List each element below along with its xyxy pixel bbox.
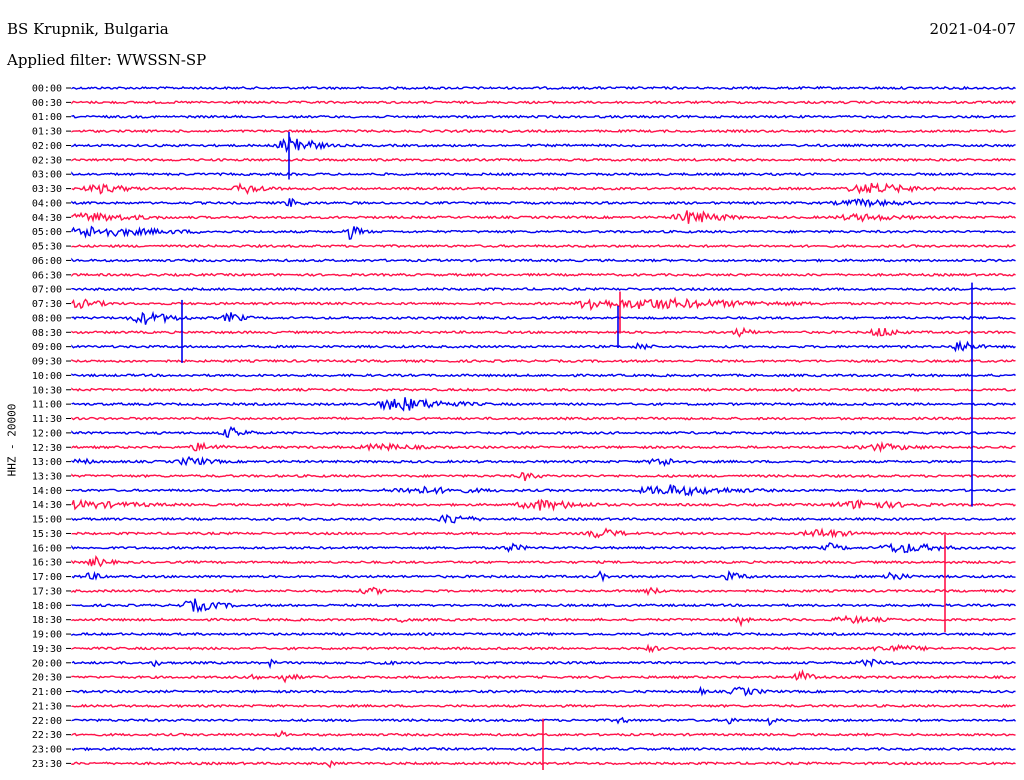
- trace-row-2130: [71, 703, 1016, 709]
- tick-label-row: 06:00: [32, 256, 62, 267]
- tick-label-row: 20:00: [32, 658, 62, 669]
- tick-label-row: 23:00: [32, 745, 62, 756]
- trace-row-1530: [71, 527, 1016, 539]
- trace-row-1030: [71, 387, 1017, 393]
- trace-row-0800: [71, 310, 1016, 325]
- trace-row-1930: [71, 643, 1016, 654]
- trace-row-0130: [71, 128, 1016, 134]
- trace-row-1830: [71, 614, 1016, 628]
- trace-row-0000: [71, 85, 1016, 91]
- tick-label-row: 15:00: [32, 515, 62, 526]
- tick-label-row: 09:30: [32, 357, 62, 368]
- tick-label-row: 23:30: [32, 759, 62, 770]
- trace-row-1230: [71, 440, 1016, 454]
- tick-label-row: 01:30: [32, 127, 62, 138]
- tick-label-row: 16:30: [32, 558, 62, 569]
- tick-label-row: 02:30: [32, 155, 62, 166]
- trace-row-0630: [71, 272, 1016, 278]
- tick-label-row: 04:30: [32, 213, 62, 224]
- tick-label-row: 05:00: [32, 227, 62, 238]
- trace-row-0200: [71, 136, 1016, 154]
- trace-row-1600: [71, 542, 1016, 554]
- tick-label-row: 07:00: [32, 285, 62, 296]
- tick-label-row: 12:30: [32, 443, 62, 454]
- trace-row-1500: [71, 513, 1016, 524]
- trace-row-0430: [71, 210, 1016, 224]
- trace-row-0900: [71, 339, 1016, 353]
- tick-label-row: 13:30: [32, 471, 62, 482]
- trace-row-0730: [71, 296, 1016, 312]
- tick-label-row: 00:00: [32, 84, 62, 95]
- tick-label-row: 08:30: [32, 328, 62, 339]
- tick-label-row: 03:00: [32, 170, 62, 181]
- trace-row-0700: [71, 286, 1016, 292]
- trace-row-0100: [71, 114, 1016, 119]
- filter-label: Applied filter: WWSSN-SP: [7, 51, 207, 69]
- tick-label-row: 11:30: [32, 414, 62, 425]
- trace-row-1330: [71, 471, 1016, 482]
- tick-label-row: 08:00: [32, 313, 62, 324]
- trace-row-0930: [71, 358, 1016, 364]
- trace-row-0600: [71, 257, 1016, 263]
- trace-row-0230: [71, 157, 1016, 162]
- trace-row-1400: [71, 484, 1016, 497]
- trace-row-1730: [71, 586, 1016, 597]
- tick-label-row: 10:30: [32, 385, 62, 396]
- trace-row-1200: [71, 425, 1017, 439]
- tick-label-row: 00:30: [32, 98, 62, 109]
- trace-row-0300: [71, 171, 1016, 177]
- tick-label-row: 06:30: [32, 270, 62, 281]
- tick-label-row: 19:00: [32, 630, 62, 641]
- tick-label-row: 17:00: [32, 572, 62, 583]
- tick-label-row: 05:30: [32, 242, 62, 253]
- station-title: BS Krupnik, Bulgaria: [7, 20, 169, 38]
- trace-row-1130: [71, 416, 1016, 421]
- tick-label-row: 04:00: [32, 198, 62, 209]
- tick-label-row: 07:30: [32, 299, 62, 310]
- trace-row-1100: [71, 397, 1017, 412]
- trace-row-1000: [71, 373, 1016, 378]
- trace-row-2030: [71, 668, 1017, 684]
- trace-row-1800: [71, 598, 1016, 614]
- tick-label-row: 14:00: [32, 486, 62, 497]
- tick-label-row: 18:00: [32, 601, 62, 612]
- trace-row-0400: [71, 197, 1016, 209]
- tick-label-row: 22:30: [32, 730, 62, 741]
- tick-label-row: 20:30: [32, 673, 62, 684]
- tick-label-row: 17:30: [32, 586, 62, 597]
- tick-label-row: 09:00: [32, 342, 62, 353]
- tick-label-row: 22:00: [32, 716, 62, 727]
- trace-row-0830: [71, 326, 1016, 338]
- trace-row-0500: [71, 225, 1016, 240]
- trace-row-1300: [71, 455, 1016, 467]
- tick-label-row: 14:30: [32, 500, 62, 511]
- tick-label-row: 21:00: [32, 687, 62, 698]
- trace-row-2000: [71, 658, 1016, 670]
- tick-label-row: 19:30: [32, 644, 62, 655]
- tick-label-row: 03:30: [32, 184, 62, 195]
- trace-row-2100: [71, 685, 1016, 697]
- trace-row-1630: [71, 554, 1016, 568]
- tick-label-row: 01:00: [32, 112, 62, 123]
- tick-label-row: 11:00: [32, 400, 62, 411]
- trace-row-1900: [71, 631, 1016, 637]
- tick-label-row: 02:00: [32, 141, 62, 152]
- tick-label-row: 16:00: [32, 543, 62, 554]
- trace-row-1430: [71, 498, 1016, 512]
- tick-label-row: 18:30: [32, 615, 62, 626]
- trace-row-0530: [71, 243, 1016, 249]
- record-date: 2021-04-07: [929, 20, 1016, 38]
- tick-label-row: 15:30: [32, 529, 62, 540]
- trace-row-0330: [71, 182, 1017, 195]
- tick-label-row: 13:00: [32, 457, 62, 468]
- helicorder-plot: 00:00 00:30 01:00 01:30 02:00 02:30 03:00 03:30…: [32, 84, 1017, 770]
- trace-row-0030: [71, 100, 1016, 105]
- tick-label-row: 10:00: [32, 371, 62, 382]
- tick-label-row: 12:00: [32, 428, 62, 439]
- tick-label-row: 21:30: [32, 701, 62, 712]
- trace-row-1700: [71, 570, 1016, 583]
